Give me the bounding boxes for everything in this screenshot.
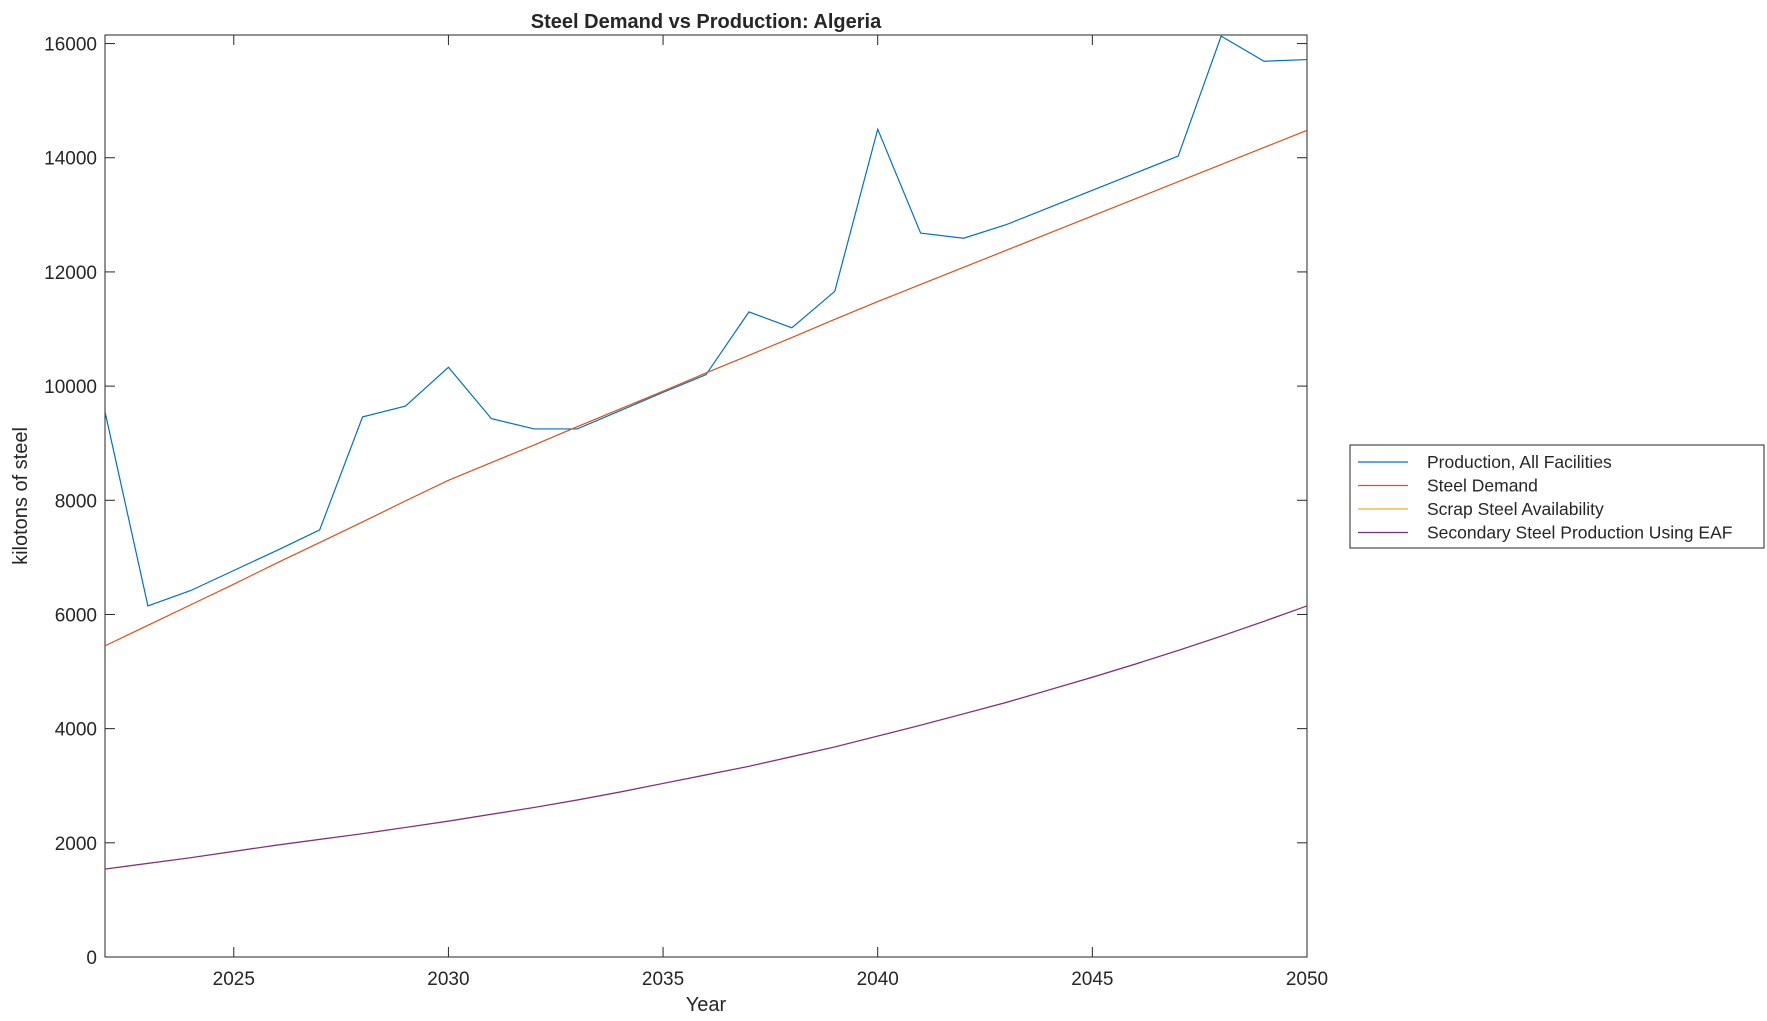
x-tick-label: 2045	[1071, 969, 1113, 990]
y-tick-label: 8000	[55, 491, 97, 512]
y-tick-label: 2000	[55, 834, 97, 855]
series-line-2	[105, 129, 1307, 647]
y-tick-label: 16000	[44, 35, 97, 56]
y-tick-label: 6000	[55, 605, 97, 626]
chart-title: Steel Demand vs Production: Algeria	[531, 11, 882, 33]
series-line-4	[105, 605, 1307, 870]
legend-entry: Secondary Steel Production Using EAF	[1427, 523, 1732, 543]
x-tick-label: 2030	[427, 969, 469, 990]
axes-box	[104, 34, 1308, 958]
y-axis-label: kilotons of steel	[10, 427, 32, 565]
legend: Production, All Facilities Steel Demand Sc…	[1349, 444, 1765, 549]
legend-entry: Steel Demand	[1427, 476, 1538, 496]
y-tick-label: 12000	[44, 263, 97, 284]
plot-area: 2025 2030 2035 2040 2045 2050 0 2000 4000 6000 800…	[44, 34, 1328, 990]
legend-entry: Scrap Steel Availability	[1427, 499, 1604, 519]
legend-entry: Production, All Facilities	[1427, 452, 1612, 472]
x-tick-label: 2050	[1286, 969, 1328, 990]
series-line-1	[105, 35, 1307, 607]
y-tick-label: 14000	[44, 149, 97, 170]
x-tick-label: 2040	[857, 969, 899, 990]
x-tick-label: 2025	[213, 969, 255, 990]
y-tick-label: 4000	[55, 720, 97, 741]
x-axis-label: Year	[686, 994, 727, 1016]
y-tick-label: 0	[86, 948, 97, 969]
legend-box	[1349, 444, 1765, 549]
x-tick-label: 2035	[642, 969, 684, 990]
y-tick-label: 10000	[44, 377, 97, 398]
